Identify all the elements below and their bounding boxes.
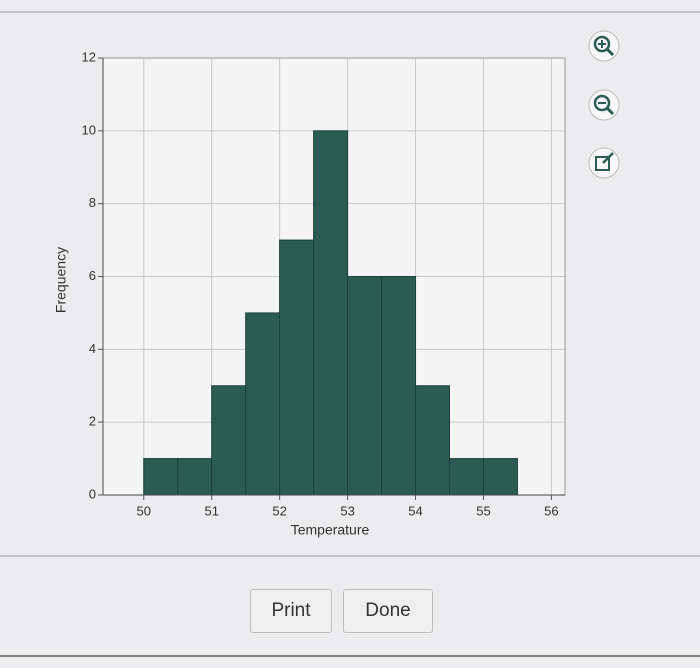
x-tick-label: 53 xyxy=(340,503,354,518)
bar xyxy=(449,458,484,496)
bar xyxy=(347,276,383,496)
bar xyxy=(482,458,518,496)
x-axis-label: Temperature xyxy=(291,522,370,538)
x-tick-label: 52 xyxy=(272,503,286,518)
y-tick-label: 10 xyxy=(82,122,96,137)
x-tick-label: 51 xyxy=(204,503,218,518)
y-tick-label: 6 xyxy=(89,268,96,283)
y-tick-label: 12 xyxy=(82,49,96,64)
y-axis-label: Frequency xyxy=(53,247,69,313)
bar xyxy=(143,458,179,496)
y-tick-label: 2 xyxy=(89,414,96,429)
x-tick-label: 50 xyxy=(137,503,151,518)
y-tick-label: 4 xyxy=(89,341,96,356)
popout-icon[interactable] xyxy=(588,147,620,179)
zoom-out-icon[interactable] xyxy=(588,89,620,121)
x-tick-label: 54 xyxy=(408,503,422,518)
bar xyxy=(381,276,417,496)
done-button[interactable]: Done xyxy=(343,589,433,633)
bar xyxy=(245,312,281,496)
y-tick-label: 8 xyxy=(89,195,96,210)
bar xyxy=(313,130,349,496)
bar xyxy=(415,385,451,496)
bar xyxy=(279,239,315,496)
bar xyxy=(211,385,247,496)
y-tick-label: 0 xyxy=(89,486,96,501)
x-tick-label: 56 xyxy=(544,503,558,518)
zoom-in-icon[interactable] xyxy=(588,30,620,62)
bar xyxy=(177,458,213,496)
x-tick-label: 55 xyxy=(476,503,490,518)
print-button[interactable]: Print xyxy=(250,589,332,633)
